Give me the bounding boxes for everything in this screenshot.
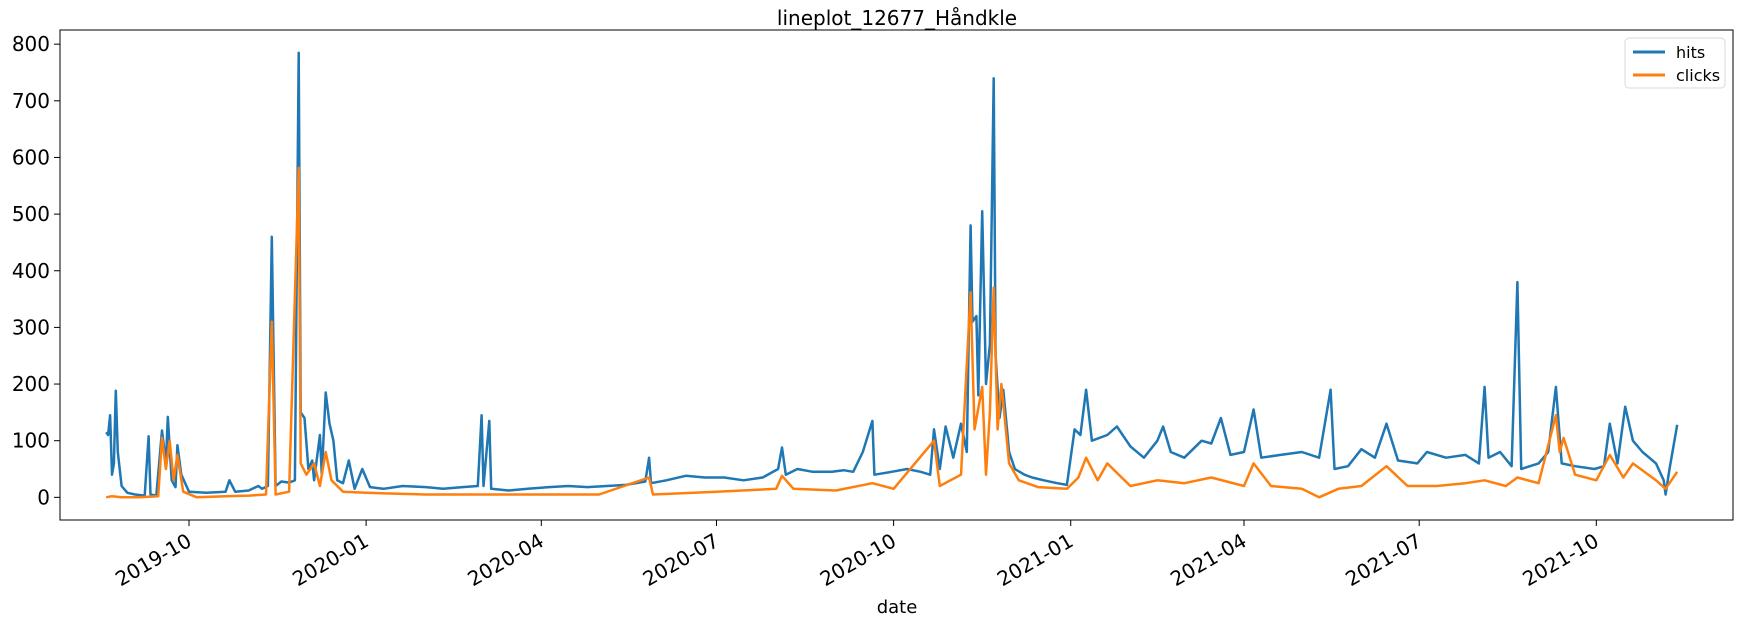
y-tick-label: 0 <box>37 485 50 509</box>
plot-frame <box>59 29 1734 521</box>
x-tick-label: 2021-01 <box>993 528 1077 591</box>
x-tick-label: 2021-04 <box>1166 528 1250 591</box>
x-tick-label: 2019-10 <box>111 528 195 591</box>
x-tick-label: 2021-10 <box>1518 528 1602 591</box>
y-tick-label: 800 <box>12 32 50 56</box>
series-line-clicks <box>105 166 1679 499</box>
x-tick-label: 2020-07 <box>639 528 723 591</box>
y-axis: 0 100 200 300 400 500 600 700 800 <box>12 32 60 509</box>
y-tick-label: 300 <box>12 315 50 339</box>
y-tick-label: 700 <box>12 89 50 113</box>
x-tick-label: 2020-04 <box>463 528 547 591</box>
chart-title: lineplot_12677_Håndkle <box>777 6 1017 30</box>
x-axis: 2019-10 2020-01 2020-04 2020-07 2020-10 2021-… <box>111 520 1603 591</box>
series-layer <box>105 51 1679 499</box>
x-axis-title: date <box>877 597 918 618</box>
series-line-hits <box>105 51 1679 497</box>
legend-label-clicks: clicks <box>1676 66 1720 85</box>
legend-label-hits: hits <box>1676 43 1705 62</box>
x-tick-label: 2020-01 <box>288 528 372 591</box>
y-tick-label: 500 <box>12 202 50 226</box>
x-tick-label: 2020-10 <box>816 528 900 591</box>
y-tick-label: 400 <box>12 259 50 283</box>
legend: hits clicks <box>1624 37 1726 89</box>
y-tick-label: 100 <box>12 429 50 453</box>
y-tick-label: 600 <box>12 145 50 169</box>
y-tick-label: 200 <box>12 372 50 396</box>
plot-area <box>59 29 1734 521</box>
x-tick-label: 2021-07 <box>1341 528 1425 591</box>
